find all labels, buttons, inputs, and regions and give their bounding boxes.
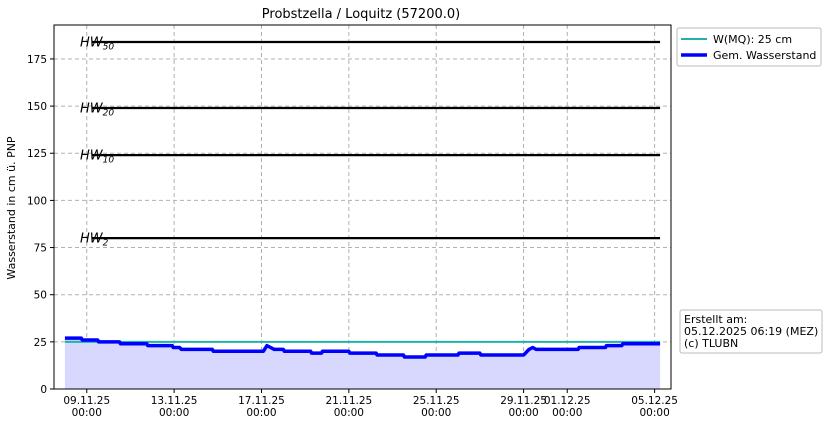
legend: W(MQ): 25 cm Gem. Wasserstand — [676, 27, 822, 67]
axis-layer: 025507510012515017509.11.2500:0013.11.25… — [27, 54, 678, 419]
threshold-label-hw10: HW10 — [80, 149, 114, 166]
x-tick-label-date: 29.11.25 — [500, 395, 547, 407]
legend-box — [676, 27, 822, 67]
threshold-label-hw20: HW20 — [80, 101, 114, 118]
x-tick-label-time: 00:00 — [334, 407, 364, 419]
plot-frame — [53, 24, 672, 390]
water-level-area — [64, 338, 661, 389]
x-tick-label-date: 05.12.25 — [631, 395, 678, 407]
grid-layer — [54, 25, 671, 389]
info-line-timestamp: 05.12.2025 06:19 (MEZ) — [684, 325, 818, 338]
water-level-line — [64, 336, 661, 359]
y-tick-label: 150 — [27, 101, 47, 113]
y-tick-label: 0 — [40, 384, 47, 396]
x-tick-label-time: 00:00 — [159, 407, 189, 419]
y-tick-label: 50 — [34, 290, 47, 302]
x-tick-label-date: 17.11.25 — [238, 395, 285, 407]
series-layer — [64, 336, 661, 359]
info-line-created: Erstellt am: — [684, 313, 747, 326]
threshold-layer: HW50 HW20 HW10 HW2 — [80, 35, 661, 249]
y-tick-label: 75 — [34, 243, 47, 255]
x-tick-label-date: 13.11.25 — [151, 395, 198, 407]
x-tick-label-date: 25.11.25 — [413, 395, 460, 407]
y-tick-label: 25 — [34, 337, 47, 349]
info-box-frame — [679, 309, 823, 354]
area-fill-layer — [64, 338, 661, 389]
y-tick-label: 175 — [27, 54, 47, 66]
x-tick-label-time: 00:00 — [639, 407, 669, 419]
y-tick-label: 125 — [27, 148, 47, 160]
threshold-label-hw50: HW50 — [80, 35, 114, 52]
x-tick-label-date: 09.11.25 — [63, 395, 110, 407]
info-line-copyright: (c) TLUBN — [684, 337, 738, 350]
chart-title: Probstzella / Loquitz (57200.0) — [262, 7, 460, 22]
y-tick-label: 100 — [27, 195, 47, 207]
x-tick-label-time: 00:00 — [508, 407, 538, 419]
x-tick-label-time: 00:00 — [72, 407, 102, 419]
x-tick-label-date: 01.12.25 — [544, 395, 591, 407]
threshold-label-hw2: HW2 — [80, 232, 109, 249]
info-box: Erstellt am: 05.12.2025 06:19 (MEZ) (c) … — [679, 309, 823, 354]
x-tick-label-time: 00:00 — [421, 407, 451, 419]
y-axis-label: Wasserstand in cm ü. PNP — [5, 136, 18, 280]
legend-series-label: Gem. Wasserstand — [713, 49, 816, 62]
x-tick-label-time: 00:00 — [552, 407, 582, 419]
x-tick-label-date: 21.11.25 — [325, 395, 372, 407]
legend-mq-label: W(MQ): 25 cm — [713, 33, 792, 46]
x-tick-label-time: 00:00 — [246, 407, 276, 419]
